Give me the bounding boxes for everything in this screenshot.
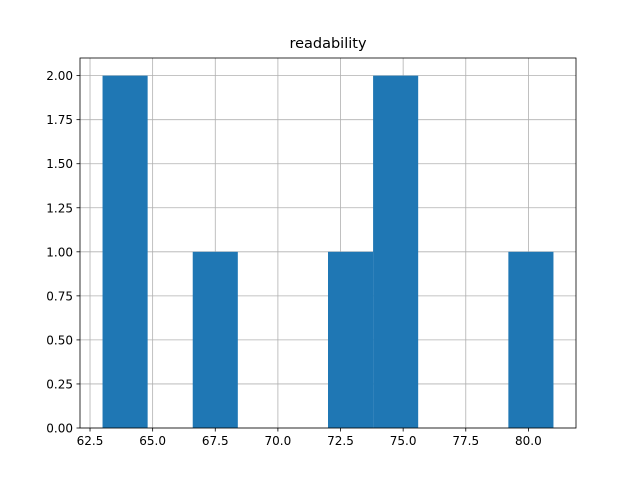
y-tick-label: 0.00 xyxy=(46,422,73,436)
y-tick-label: 1.25 xyxy=(46,201,73,215)
histogram-bar xyxy=(373,75,419,428)
y-axis-ticks: 0.00 0.25 0.50 0.75 1.00 1.25 1.50 1.75 2.00 xyxy=(46,69,80,436)
y-tick-label: 0.25 xyxy=(46,377,73,391)
axes-frame xyxy=(79,57,577,429)
x-tick-label: 65.0 xyxy=(139,434,166,448)
y-tick-label: 0.50 xyxy=(46,333,73,347)
y-tick-label: 0.75 xyxy=(46,289,73,303)
x-tick-label: 67.5 xyxy=(202,434,229,448)
x-tick-label: 77.5 xyxy=(452,434,479,448)
x-tick-label: 75.0 xyxy=(390,434,417,448)
axes xyxy=(79,57,577,429)
x-tick-label: 72.5 xyxy=(327,434,354,448)
y-tick-label: 1.50 xyxy=(46,157,73,171)
chart-title: readability xyxy=(289,36,367,52)
x-tick-label: 62.5 xyxy=(77,434,104,448)
histogram-bars xyxy=(102,75,554,428)
x-axis-ticks: 62.5 65.0 67.5 70.0 72.5 75.0 77.5 80.0 xyxy=(77,428,542,448)
x-tick-label: 70.0 xyxy=(265,434,292,448)
y-tick-label: 1.00 xyxy=(46,245,73,259)
histogram-bar xyxy=(328,251,374,428)
x-tick-label: 80.0 xyxy=(515,434,542,448)
y-tick-label: 2.00 xyxy=(46,69,73,83)
histogram-bar xyxy=(192,251,238,428)
histogram-bar xyxy=(508,251,554,428)
histogram-bar xyxy=(102,75,148,428)
y-tick-label: 1.75 xyxy=(46,113,73,127)
